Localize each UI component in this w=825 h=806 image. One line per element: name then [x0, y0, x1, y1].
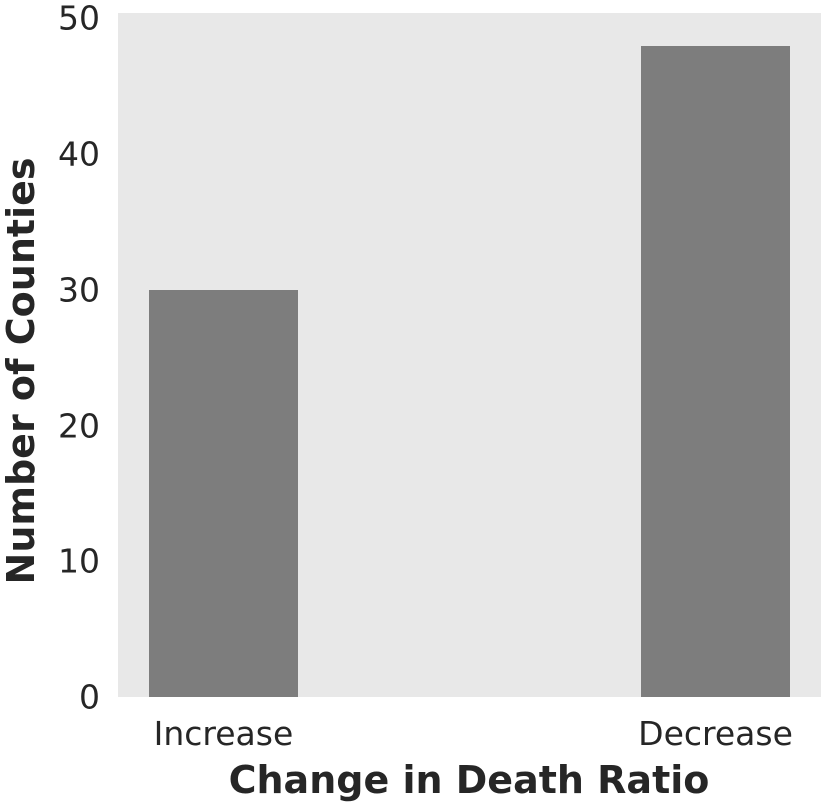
y-tick-label: 30: [58, 270, 100, 310]
x-tick-label-decrease: Decrease: [638, 714, 793, 753]
y-axis-label: Number of Counties: [0, 157, 43, 585]
y-tick-label: 50: [58, 0, 100, 38]
bar-decrease: [641, 45, 791, 697]
bar-increase: [148, 289, 298, 697]
plot-area: [118, 13, 821, 697]
x-tick-label-increase: Increase: [153, 714, 294, 753]
y-tick-label: 20: [58, 406, 100, 446]
y-tick-label: 0: [79, 677, 100, 717]
x-axis-label: Change in Death Ratio: [228, 758, 710, 802]
y-tick-label: 10: [58, 541, 100, 581]
y-tick-label: 40: [58, 134, 100, 174]
